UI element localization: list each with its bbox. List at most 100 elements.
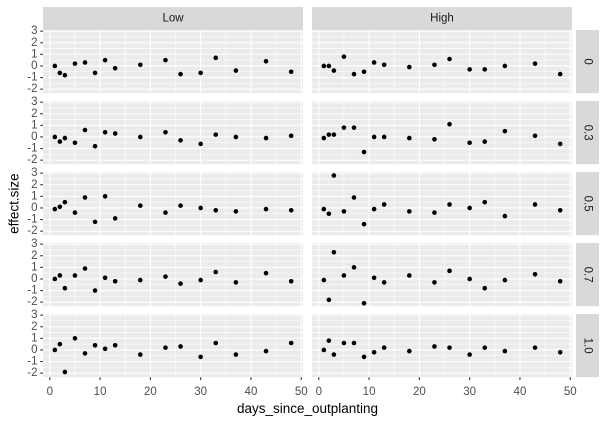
data-point [361,149,367,155]
data-point [381,280,387,285]
data-point [502,348,508,354]
panel-background [43,243,303,307]
data-point [557,141,563,147]
column-strip-background [43,7,303,30]
data-point [407,64,412,70]
data-point [532,61,538,66]
data-point [557,207,563,213]
y-axis-title: effect.size [7,173,22,234]
y-tick-label: 2 [31,321,37,333]
facet-panel [312,30,572,94]
y-tick-label: -2 [27,83,37,95]
facet-panel [312,314,572,378]
y-tick-label: 2 [31,179,37,191]
data-point [502,277,508,283]
data-point [112,216,118,221]
data-point [351,71,357,77]
data-point [263,348,269,354]
data-point [72,273,78,278]
data-point [361,69,367,75]
y-tick-label: 1 [31,48,37,60]
data-point [371,206,377,212]
data-point [288,207,294,213]
data-point [112,343,118,348]
data-point [92,343,98,348]
x-tick-label: 50 [564,386,577,398]
data-point [62,135,68,141]
data-point [263,206,269,212]
data-point [532,202,538,207]
y-tick-label: 1 [31,119,37,131]
data-point [288,69,294,75]
y-tick-label: -2 [27,225,37,237]
data-point [447,56,452,62]
data-point [263,135,269,141]
data-point [213,132,219,137]
facet-panel [312,172,572,236]
row-strip-label: 0.5 [582,196,594,212]
y-tick-label: 0 [31,344,37,356]
data-point [178,138,183,143]
data-point [482,67,488,72]
data-point [138,134,143,140]
data-point [198,354,203,360]
data-point [351,265,357,270]
y-tick-label: 1 [31,261,37,273]
data-point [432,210,437,215]
data-point [467,276,472,282]
data-point [138,277,143,283]
data-point [321,347,327,353]
data-point [52,134,58,140]
data-point [482,199,488,205]
data-point [72,61,78,66]
data-point [351,125,357,130]
facet-panel [43,101,303,165]
panel-background [43,172,303,236]
data-point [213,207,219,213]
data-point [163,130,168,135]
y-tick-label: 3 [31,309,37,321]
data-point [82,127,88,133]
y-tick-label: 3 [31,238,37,250]
x-tick-label: 40 [245,386,258,398]
column-strip-background [312,7,572,30]
data-point [321,63,327,69]
data-point [82,351,88,356]
data-point [361,301,367,306]
data-point [178,203,183,208]
data-point [233,209,239,214]
panel-background [312,314,572,378]
data-point [233,280,239,285]
data-point [198,70,203,76]
data-point [198,277,203,283]
data-point [112,131,118,136]
data-point [52,276,58,282]
y-tick-label: 0 [31,60,37,72]
data-point [482,345,488,350]
data-point [213,269,219,275]
data-point [82,266,88,271]
data-point [341,209,347,214]
row-strip-background [576,30,599,94]
y-tick-label: -2 [27,154,37,166]
data-point [432,62,437,68]
data-point [502,213,508,219]
data-point [52,63,58,69]
panel-background [312,172,572,236]
data-point [361,221,367,227]
data-point [371,134,377,140]
data-point [371,275,377,281]
y-tick-label: 2 [31,108,37,120]
data-point [447,345,452,350]
x-tick-label: 0 [47,386,53,398]
data-point [331,352,337,357]
data-point [57,341,63,347]
data-point [432,280,437,285]
facet-panel [43,243,303,307]
plot-panels [43,30,572,378]
x-tick-label: 20 [413,386,426,398]
data-point [321,135,327,141]
y-tick-label: 2 [31,37,37,49]
y-tick-label: -2 [27,296,37,308]
y-tick-label: 1 [31,190,37,202]
